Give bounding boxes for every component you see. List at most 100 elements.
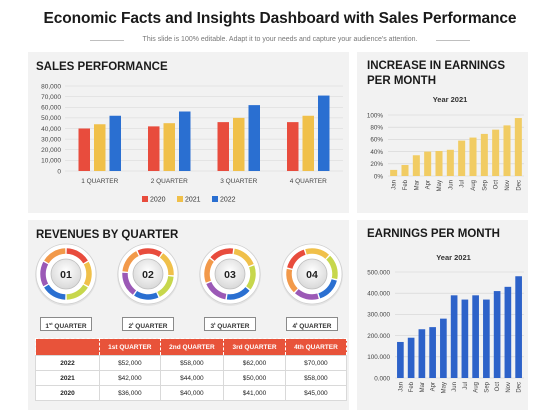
y-tick-label: 60,000: [41, 105, 61, 112]
increase-bar-apr: [424, 151, 432, 176]
y-tick-label: 100.000: [367, 354, 390, 361]
donut-segment: [233, 248, 254, 267]
header-cell-q1: 1st QUARTER: [99, 338, 161, 356]
header-cell-q3: 3rd QUARTER: [223, 338, 286, 356]
table-cell: $44,000: [159, 370, 225, 386]
donut-center: [132, 258, 164, 290]
bar-2021-1: [94, 124, 106, 171]
revenue-table-header: 1st QUARTER 2nd QUARTER 3rd QUARTER 4th …: [35, 338, 348, 356]
donut-segment: [159, 253, 174, 276]
donut-segment: [206, 281, 227, 300]
donut-center: [50, 258, 82, 290]
x-tick-label: 2 QUARTER: [151, 178, 188, 185]
donut-segment: [246, 265, 256, 290]
y-tick-label: 80%: [370, 125, 383, 132]
table-cell: $58,000: [159, 355, 225, 371]
quarter-button-4-label: QUARTER: [297, 323, 332, 331]
increase-bar-jul: [458, 140, 466, 176]
y-tick-label: 0: [57, 168, 61, 175]
monthly-bar-feb: [407, 337, 415, 378]
y-tick-label: 30,000: [41, 136, 61, 143]
table-cell: $41,000: [223, 385, 286, 401]
x-tick-label: Nov: [506, 382, 512, 393]
x-tick-label: Jan: [398, 382, 404, 392]
x-tick-label: 3 QUARTER: [220, 178, 257, 185]
x-tick-label: Mar: [420, 382, 426, 392]
monthly-chart-title: Year 2021: [436, 253, 471, 262]
donut-segment: [83, 261, 92, 287]
revenue-table: 1st QUARTER 2nd QUARTER 3rd QUARTER 4th …: [35, 338, 348, 401]
increase-bar-dec: [514, 118, 522, 176]
donut-segment: [134, 290, 159, 300]
table-cell: $36,000: [99, 385, 161, 401]
table-cell: 2021: [35, 370, 100, 386]
x-tick-label: Sep: [482, 179, 488, 190]
header-cell-q2: 2nd QUARTER: [159, 338, 225, 356]
sales-performance-title: SALES PERFORMANCE: [36, 61, 168, 73]
x-tick-label: Nov: [505, 180, 511, 191]
donut-segment: [40, 261, 49, 287]
bar-2021-4: [302, 115, 314, 171]
increase-chart-title: Year 2021: [433, 95, 468, 104]
quarter-button-3-num: 3: [210, 323, 215, 331]
monthly-bar-jan: [397, 341, 404, 378]
quarter-button-1[interactable]: 1st QUARTER: [40, 317, 92, 331]
header-cell-year: [35, 338, 100, 356]
legend-swatch-2021: [177, 196, 183, 202]
revenues-by-quarter-title: REVENUES BY QUARTER: [36, 229, 179, 241]
donut-label-04: 04: [306, 269, 318, 281]
y-tick-label: 20,000: [41, 147, 61, 154]
increase-earnings-title-line1: INCREASE IN EARNINGS: [367, 60, 506, 72]
bar-2020-1: [78, 128, 90, 171]
y-tick-label: 0%: [374, 173, 384, 180]
x-tick-label: May: [437, 180, 443, 191]
page-subtitle: This slide is 100% editable. Adapt it to…: [142, 36, 418, 43]
quarter-button-3-label: QUARTER: [215, 323, 250, 331]
x-tick-label: Oct: [494, 180, 500, 190]
y-tick-label: 100%: [367, 112, 384, 119]
y-tick-label: 70,000: [41, 94, 61, 101]
y-tick-label: 80,000: [41, 83, 61, 90]
increase-bar-aug: [469, 137, 477, 176]
x-tick-label: Oct: [495, 382, 501, 392]
quarter-button-2[interactable]: 2t QUARTER: [122, 317, 174, 331]
monthly-bar-mar: [418, 329, 426, 378]
increase-earnings-title-line2: PER MONTH: [367, 75, 436, 87]
x-tick-label: Dec: [517, 382, 523, 393]
bar-2022-4: [318, 95, 330, 171]
y-tick-label: 0.000: [374, 375, 390, 382]
table-cell: 2020: [35, 385, 100, 401]
bar-2020-3: [217, 122, 229, 171]
y-tick-label: 50,000: [41, 115, 61, 122]
x-tick-label: Apr: [431, 382, 437, 391]
x-tick-label: Aug: [471, 180, 477, 191]
quarter-button-1-label: QUARTER: [52, 323, 87, 331]
donut-segment: [137, 248, 162, 258]
donut-segment: [294, 289, 319, 300]
increase-bar-sep: [480, 133, 488, 176]
x-tick-label: Jun: [452, 382, 458, 392]
bar-2022-3: [248, 105, 260, 171]
increase-bar-oct: [492, 129, 500, 176]
quarter-button-4[interactable]: 4t QUARTER: [286, 317, 338, 331]
increase-bar-jan: [390, 169, 398, 176]
donut-segment: [326, 255, 338, 280]
monthly-bar-aug: [472, 295, 479, 378]
y-tick-label: 300.000: [367, 312, 390, 319]
donut-segment: [287, 249, 306, 270]
bar-2021-2: [163, 123, 175, 171]
legend-swatch-2022: [212, 196, 218, 202]
quarter-button-3[interactable]: 3t QUARTER: [204, 317, 256, 331]
donut-segment: [157, 275, 174, 297]
increase-bar-jun: [446, 149, 454, 176]
y-tick-label: 40,000: [41, 126, 61, 133]
donut-label-02: 02: [142, 269, 154, 281]
donut-segment: [204, 258, 214, 283]
table-cell: $50,000: [223, 370, 286, 386]
table-row: 2022 $52,000 $58,000 $62,000 $70,000: [35, 355, 348, 371]
x-tick-label: Feb: [409, 381, 415, 392]
donut-segment: [226, 286, 250, 300]
x-tick-label: Dec: [516, 180, 522, 191]
table-cell: $45,000: [284, 385, 348, 401]
y-tick-label: 60%: [370, 137, 383, 144]
